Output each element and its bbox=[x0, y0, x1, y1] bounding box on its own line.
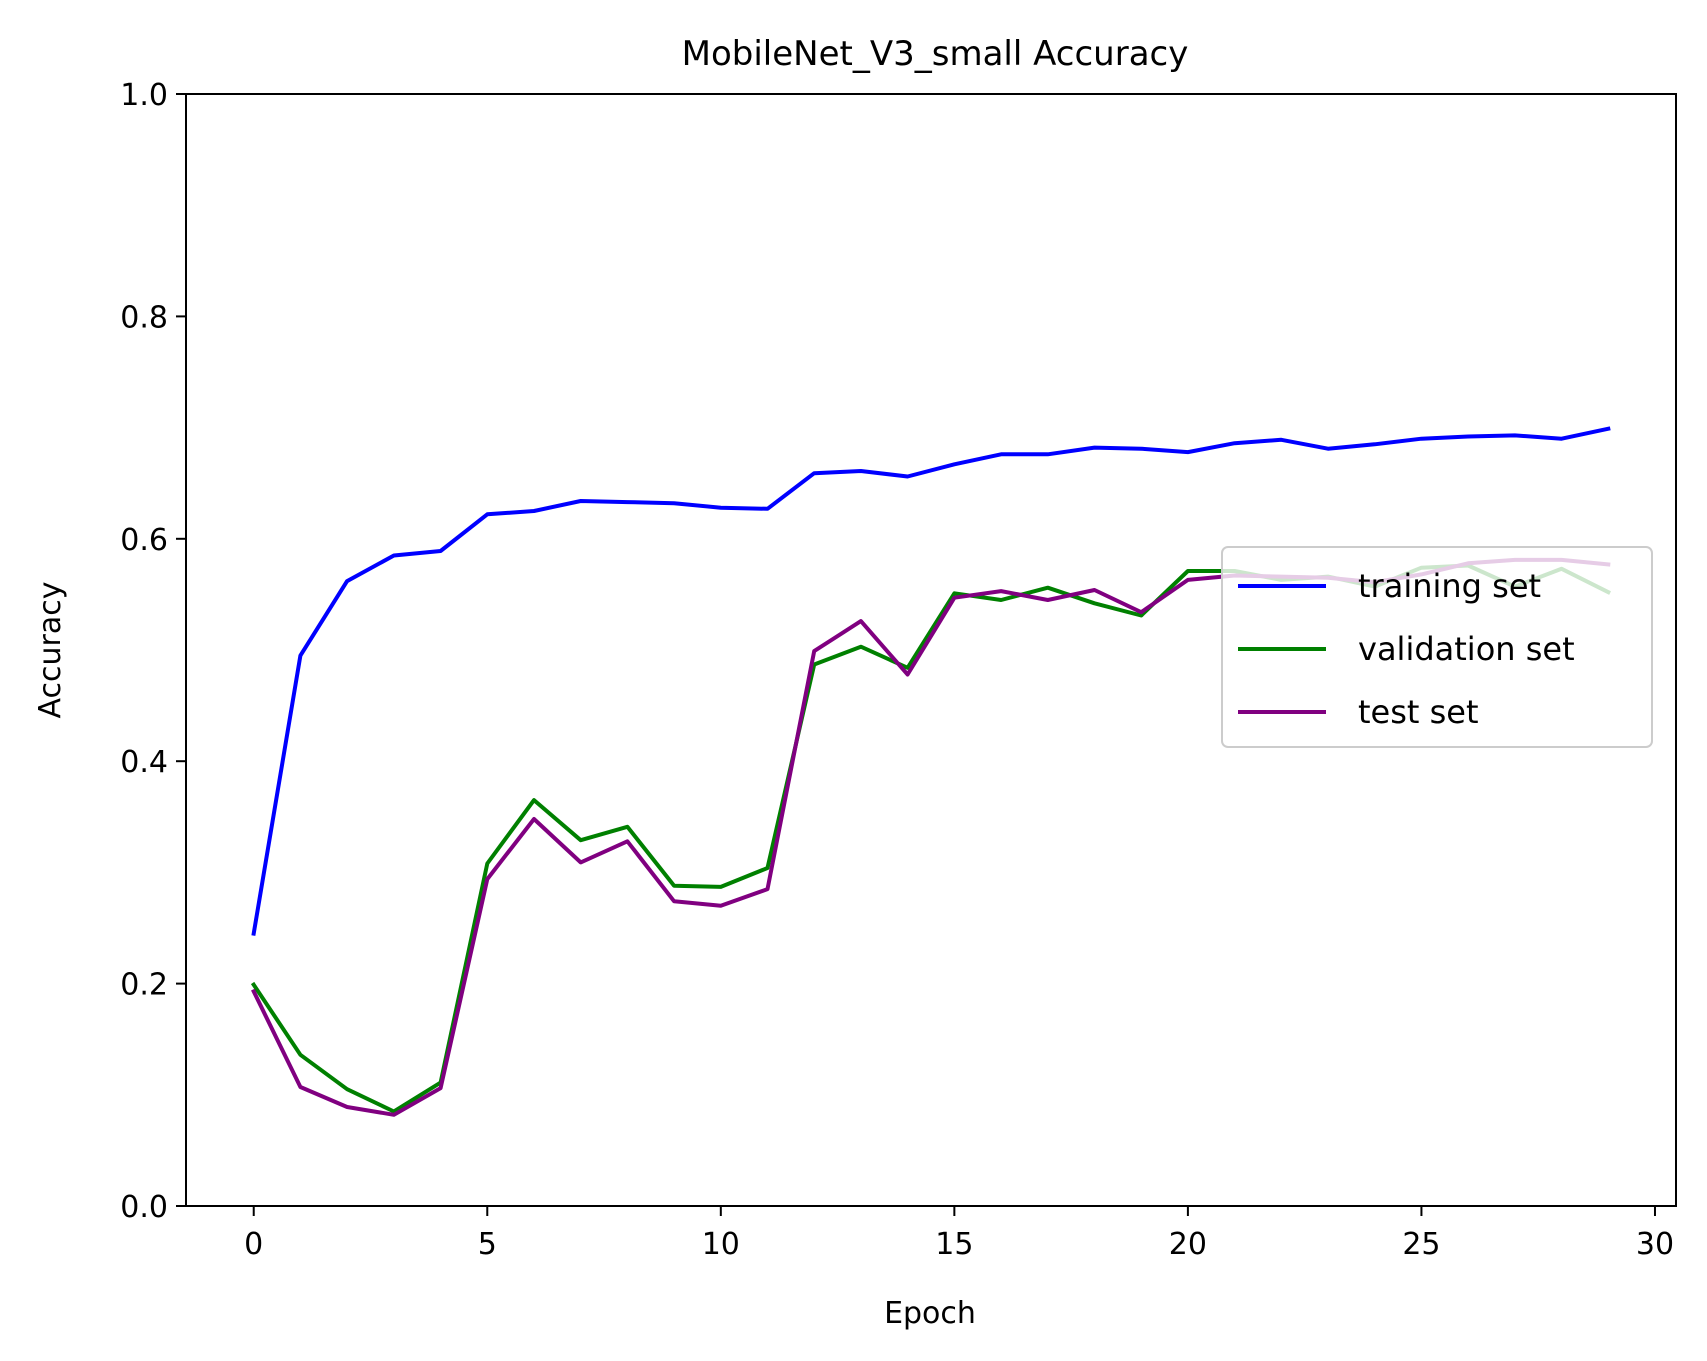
y-tick-label: 0.0 bbox=[120, 1190, 168, 1225]
y-tick-label: 1.0 bbox=[120, 78, 168, 113]
x-tick-label: 30 bbox=[1636, 1227, 1674, 1262]
y-tick-label: 0.2 bbox=[120, 968, 168, 1003]
x-axis-label: Epoch bbox=[884, 1296, 976, 1331]
legend-items: training set validation set test set bbox=[1238, 567, 1575, 731]
series-line-training-set bbox=[251, 426, 1611, 936]
y-tick-label: 0.8 bbox=[120, 300, 168, 335]
legend-label-training-set: training set bbox=[1358, 567, 1541, 605]
plot-frame bbox=[185, 93, 1677, 1207]
chart-title: MobileNet_V3_small Accuracy bbox=[682, 34, 1189, 74]
legend-box bbox=[1221, 546, 1653, 748]
legend: training set validation set test set bbox=[1221, 546, 1653, 748]
x-axis: 0 5 10 15 20 25 30 bbox=[244, 1206, 1674, 1262]
y-tick-label: 0.4 bbox=[120, 745, 168, 780]
x-tick-label: 5 bbox=[478, 1227, 497, 1262]
x-tick-label: 25 bbox=[1402, 1227, 1440, 1262]
x-tick-label: 10 bbox=[702, 1227, 740, 1262]
legend-label-validation-set: validation set bbox=[1358, 630, 1575, 668]
y-axis-label: Accuracy bbox=[33, 582, 68, 719]
y-tick-label: 0.6 bbox=[120, 523, 168, 558]
y-axis: 0.0 0.2 0.4 0.6 0.8 1.0 bbox=[120, 78, 186, 1225]
x-tick-label: 20 bbox=[1169, 1227, 1207, 1262]
x-tick-label: 0 bbox=[244, 1227, 263, 1262]
legend-label-test-set: test set bbox=[1358, 693, 1479, 731]
x-tick-label: 15 bbox=[935, 1227, 973, 1262]
